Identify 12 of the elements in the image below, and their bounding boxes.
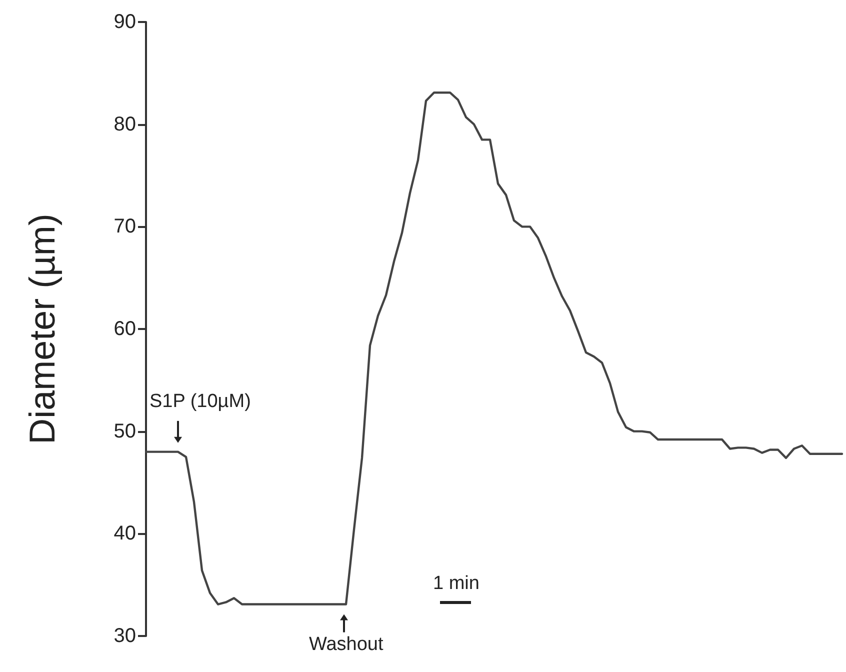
annotation: Washout <box>309 634 384 656</box>
y-tick-label: 60 <box>114 318 136 340</box>
annotation: 1 min <box>433 573 480 595</box>
y-tick-label: 80 <box>114 113 136 136</box>
y-tick-label: 50 <box>114 420 136 442</box>
y-tick-label: 90 <box>114 11 136 33</box>
y-axis-title: Diameter (µm) <box>22 214 62 444</box>
y-tick-label: 30 <box>114 625 136 647</box>
line-series <box>144 92 844 606</box>
y-tick-label: 70 <box>114 216 136 238</box>
y-tick-label: 40 <box>114 522 136 545</box>
annotation: S1P (10µM) <box>150 390 251 413</box>
